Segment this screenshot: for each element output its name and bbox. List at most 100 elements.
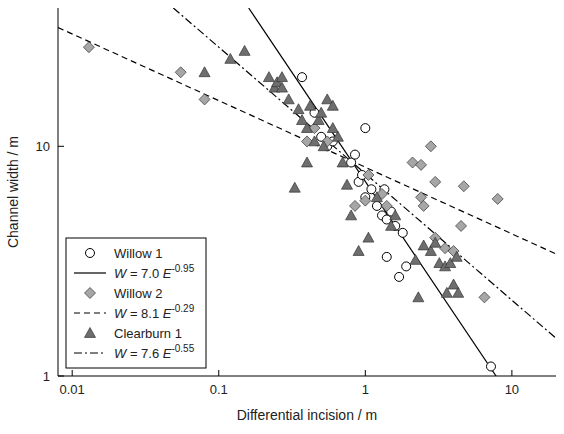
x-axis-label: Differential incision / m (237, 407, 378, 423)
legend-line (74, 312, 106, 313)
point (342, 179, 353, 189)
legend-line (74, 272, 106, 273)
legend-marker (85, 328, 96, 338)
point (199, 67, 210, 77)
y-tick (58, 376, 64, 377)
point (395, 272, 404, 281)
point (418, 200, 429, 211)
legend-label: Clearburn 1 (114, 326, 182, 341)
x-tick-label: 0.1 (210, 382, 228, 397)
point (316, 107, 327, 117)
point (402, 262, 411, 271)
x-tick-label: 0.01 (60, 382, 85, 397)
x-tick-label: 1 (362, 382, 369, 397)
plot-area (58, 8, 556, 376)
legend-text-part: = 7.0 (126, 266, 163, 281)
point (382, 252, 391, 261)
point (430, 237, 441, 247)
point (263, 72, 274, 82)
point (175, 67, 186, 78)
point (479, 292, 490, 303)
point (416, 159, 427, 170)
chart: 0.01 0.1 1 10 1 10 Differential incision / m Ch… (0, 0, 564, 434)
point (289, 182, 300, 192)
legend-text-part: = 7.6 (126, 346, 163, 361)
point (451, 251, 462, 261)
point (327, 100, 338, 110)
fit-line (58, 27, 556, 253)
fit-line (249, 8, 496, 376)
point (453, 287, 464, 297)
x-tick-label: 10 (505, 382, 519, 397)
point (346, 210, 357, 220)
point (386, 220, 397, 230)
point (390, 210, 401, 220)
point (297, 115, 308, 125)
legend-exponent: -0.29 (171, 303, 194, 314)
point (276, 82, 287, 92)
point (283, 94, 294, 104)
legend-marker (86, 249, 95, 258)
point (458, 181, 469, 192)
legend-label: W = 8.1 E-0.29 (114, 303, 195, 321)
point (318, 141, 329, 151)
point (350, 150, 359, 159)
point (367, 185, 376, 194)
x-tick (365, 370, 366, 376)
y-tick-label: 1 (43, 369, 50, 384)
legend-label: W = 7.6 E-0.55 (114, 343, 195, 361)
point (448, 279, 459, 289)
y-axis (58, 8, 59, 376)
point (276, 72, 287, 82)
fit-line (173, 8, 556, 338)
x-axis (58, 376, 556, 377)
legend-exponent: -0.55 (171, 343, 194, 354)
point (199, 94, 210, 105)
y-axis-label: Channel width / m (5, 136, 21, 248)
legend-box (66, 238, 206, 368)
point (322, 94, 333, 104)
legend-label: Willow 1 (114, 246, 162, 261)
y-tick (58, 146, 64, 147)
point (492, 193, 503, 204)
point (410, 254, 421, 264)
y-tick-label: 10 (36, 139, 50, 154)
point (398, 228, 407, 237)
point (456, 220, 467, 231)
legend-line (74, 352, 106, 353)
point (486, 362, 495, 371)
point (337, 157, 348, 167)
point (430, 176, 441, 187)
point (371, 192, 382, 202)
point (381, 200, 392, 211)
point (225, 53, 236, 63)
point (83, 42, 94, 53)
legend-exponent: -0.95 (171, 263, 194, 274)
point (327, 123, 338, 133)
point (305, 100, 316, 110)
point (372, 201, 381, 210)
legend-text-part: E (163, 346, 172, 361)
legend: Willow 1 W = 7.0 E-0.95 Willow 2 W = 8.1 E-… (66, 238, 206, 368)
legend-label: W = 7.0 E-0.95 (114, 263, 195, 281)
point (332, 131, 343, 141)
point (407, 157, 418, 168)
point (239, 45, 250, 55)
legend-text-part: = 8.1 (126, 306, 163, 321)
point (418, 240, 429, 250)
point (309, 136, 320, 146)
point (363, 169, 374, 180)
point (425, 141, 436, 152)
point (298, 73, 307, 82)
x-tick (72, 370, 73, 376)
point (413, 292, 424, 302)
point (353, 246, 364, 256)
point (302, 123, 313, 133)
legend-text-part: E (163, 266, 172, 281)
x-tick (511, 370, 512, 376)
x-tick (218, 370, 219, 376)
legend-label: Willow 2 (114, 286, 162, 301)
point (363, 232, 374, 242)
point (302, 157, 313, 167)
point (293, 104, 304, 114)
